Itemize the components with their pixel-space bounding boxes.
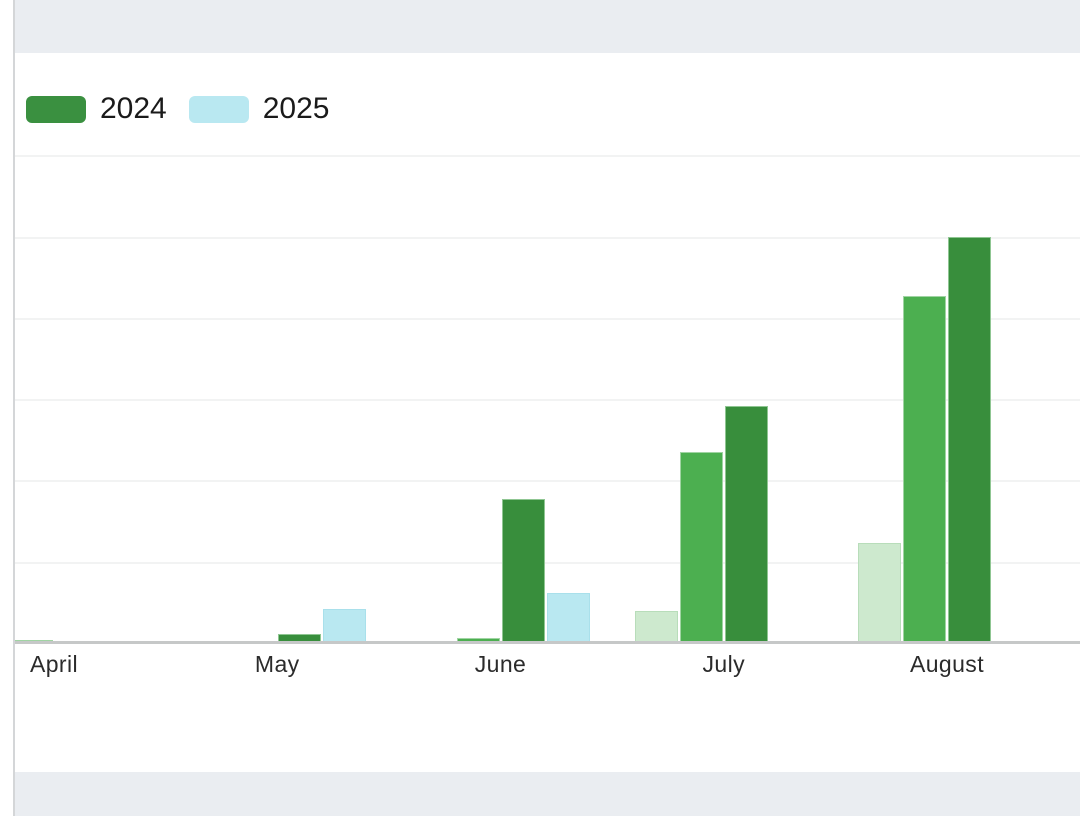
legend-label-2024: 2024 — [100, 92, 167, 125]
gridline — [14, 317, 1080, 320]
bar-august-series1[interactable] — [858, 543, 901, 643]
x-axis-label-july: July — [702, 651, 746, 677]
bottom-band — [14, 772, 1080, 816]
chart-legend: 2024 2025 — [26, 94, 330, 124]
x-axis-baseline — [14, 641, 1080, 644]
x-axis-label-june: June — [474, 651, 527, 677]
legend-label-2025: 2025 — [262, 92, 330, 125]
legend-swatch-2024 — [26, 95, 86, 123]
bar-july-2024[interactable] — [724, 405, 768, 643]
bar-july-series2[interactable] — [679, 451, 723, 643]
x-axis-label-august: August — [909, 651, 985, 677]
left-divider-line — [13, 0, 15, 816]
gridline — [14, 155, 1080, 158]
x-axis-label-may: May — [254, 651, 300, 677]
bar-june-2025[interactable] — [546, 593, 590, 643]
legend-item-2025[interactable]: 2025 — [188, 92, 330, 125]
top-band — [14, 0, 1080, 53]
gridline — [14, 561, 1080, 564]
bar-may-2025[interactable] — [323, 608, 367, 643]
chart-card: 2024 2025 April May June July August — [14, 53, 1080, 772]
legend-item-2024[interactable]: 2024 — [26, 94, 167, 124]
legend-swatch-2025 — [188, 95, 249, 123]
gridline — [14, 236, 1080, 239]
bar-august-2024[interactable] — [948, 236, 991, 643]
bar-june-2024[interactable] — [501, 499, 545, 643]
x-axis-label-april: April — [29, 651, 79, 677]
x-axis-labels: April May June July August — [14, 651, 1080, 691]
bar-august-series2[interactable] — [903, 295, 946, 643]
gridline — [14, 480, 1080, 483]
bar-july-series1[interactable] — [634, 611, 678, 643]
gridline — [14, 399, 1080, 402]
plot-area — [14, 53, 1080, 696]
